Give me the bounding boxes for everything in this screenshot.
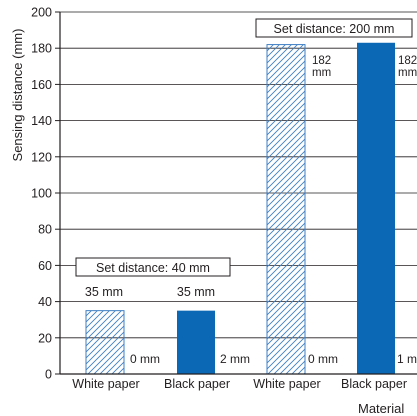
y-tick-label-140: 140 bbox=[31, 114, 52, 128]
axes: 0 20 40 60 80 100 120 140 160 180 200 bbox=[31, 6, 417, 382]
x-tick-label-black-paper-2: Black paper bbox=[341, 377, 407, 391]
bar-value-label-white-paper-40: 35 mm bbox=[85, 285, 123, 299]
annotation-0mm-40: 0 mm bbox=[130, 352, 160, 366]
annotation-0mm-200: 0 mm bbox=[308, 352, 338, 366]
y-tick-label-0: 0 bbox=[45, 368, 52, 382]
x-tick-label-black-paper-1: Black paper bbox=[164, 377, 230, 391]
y-tick-label-60: 60 bbox=[38, 259, 52, 273]
bar-value-label-white-paper-200: 182 mm bbox=[312, 55, 334, 79]
bars bbox=[85, 42, 395, 375]
x-tick-label-white-paper-2: White paper bbox=[253, 377, 320, 391]
y-tick-label-80: 80 bbox=[38, 223, 52, 237]
y-tick-label-40: 40 bbox=[38, 295, 52, 309]
y-tick-label-20: 20 bbox=[38, 331, 52, 345]
bar-white-paper-group-2 bbox=[266, 44, 306, 375]
bar-black-paper-group-2 bbox=[357, 42, 395, 375]
y-tick-label-200: 200 bbox=[31, 6, 52, 20]
y-tick-label-180: 180 bbox=[31, 42, 52, 56]
bar-value-label-black-paper-40: 35 mm bbox=[177, 285, 215, 299]
set-distance-40-label: Set distance: 40 mm bbox=[96, 261, 210, 275]
x-tick-label-white-paper-1: White paper bbox=[72, 377, 139, 391]
annotation-1mm-200: 1 mm bbox=[397, 352, 417, 366]
annotation-2mm-40: 2 mm bbox=[220, 352, 250, 366]
x-axis-label: Material bbox=[358, 401, 404, 416]
set-distance-200-box bbox=[255, 18, 413, 38]
bar-black-paper-group-1 bbox=[177, 310, 215, 374]
set-distance-40-box bbox=[75, 257, 231, 277]
bar-value-label-black-paper-200: 182 mm bbox=[398, 55, 417, 79]
y-tick-label-160: 160 bbox=[31, 78, 52, 92]
bar-white-paper-group-1 bbox=[85, 310, 125, 375]
y-axis-label: Sensing distance (mm) bbox=[10, 29, 25, 162]
y-tick-label-120: 120 bbox=[31, 150, 52, 164]
set-distance-200-label: Set distance: 200 mm bbox=[274, 22, 395, 36]
y-tick-label-100: 100 bbox=[31, 187, 52, 201]
